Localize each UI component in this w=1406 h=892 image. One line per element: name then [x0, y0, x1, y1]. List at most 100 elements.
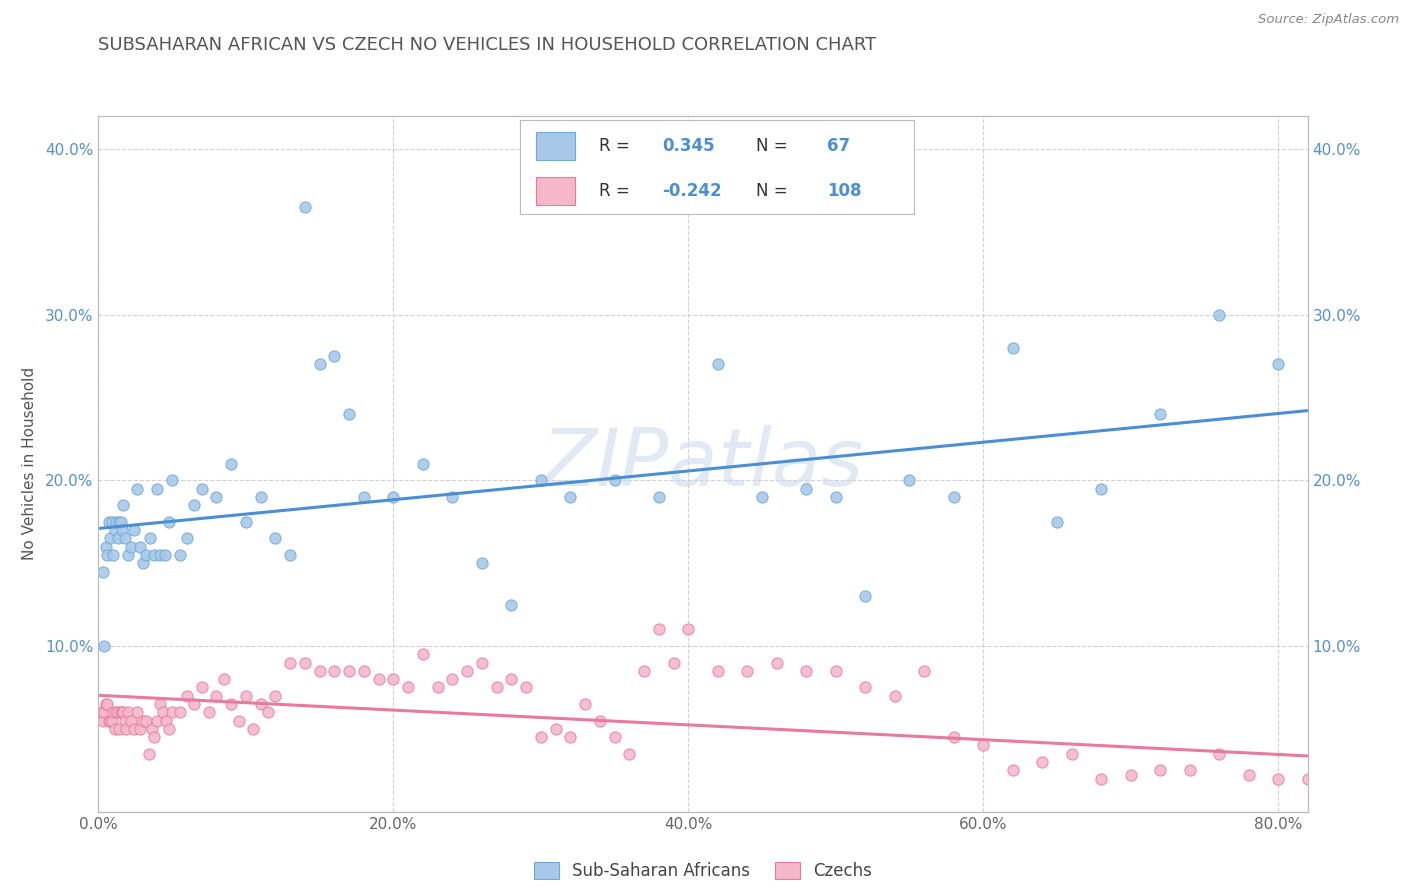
Point [1090, 772, 1112, 786]
Point [135, 548, 157, 562]
Point [1046, 515, 1069, 529]
Point [412, 648, 434, 662]
Y-axis label: No Vehicles in Household: No Vehicles in Household [21, 368, 37, 560]
Point [530, 474, 553, 488]
Point [219, 697, 242, 711]
Point [183, 498, 205, 512]
Point [942, 490, 965, 504]
Point [205, 490, 228, 504]
Legend: Sub-Saharan Africans, Czechs: Sub-Saharan Africans, Czechs [527, 855, 879, 887]
Point [1149, 407, 1171, 421]
Point [101, 548, 124, 562]
Point [190, 482, 212, 496]
Point [426, 681, 449, 695]
Point [353, 490, 375, 504]
Point [176, 689, 198, 703]
Point [1119, 768, 1142, 782]
Point [471, 656, 494, 670]
Point [530, 730, 553, 744]
Point [308, 664, 330, 678]
Point [155, 714, 177, 728]
Point [942, 730, 965, 744]
Point [93, 706, 115, 720]
Point [648, 490, 671, 504]
Point [228, 714, 250, 728]
Point [91, 565, 114, 579]
Point [131, 714, 153, 728]
Point [139, 532, 162, 546]
Point [112, 498, 135, 512]
Point [249, 697, 271, 711]
Point [219, 457, 242, 471]
Point [176, 532, 198, 546]
Point [100, 515, 122, 529]
Point [104, 722, 127, 736]
Point [353, 664, 375, 678]
Point [294, 656, 316, 670]
Point [122, 722, 145, 736]
Point [824, 490, 846, 504]
Point [396, 681, 419, 695]
Point [91, 714, 114, 728]
Point [765, 656, 787, 670]
Point [1208, 308, 1230, 322]
Point [94, 697, 117, 711]
Point [441, 490, 464, 504]
Point [235, 689, 257, 703]
Point [152, 706, 174, 720]
Point [90, 706, 112, 720]
Point [1326, 775, 1348, 789]
Point [125, 482, 148, 496]
Point [108, 722, 131, 736]
Point [794, 482, 817, 496]
Point [125, 706, 148, 720]
Point [212, 672, 235, 686]
Point [412, 457, 434, 471]
Point [117, 706, 139, 720]
Point [853, 590, 876, 604]
Point [485, 681, 508, 695]
Point [114, 714, 136, 728]
Point [141, 722, 163, 736]
Text: -0.242: -0.242 [662, 182, 721, 200]
Point [143, 548, 166, 562]
Point [501, 598, 523, 612]
Point [1208, 747, 1230, 761]
Point [110, 515, 132, 529]
Point [662, 656, 685, 670]
Point [257, 706, 280, 720]
Point [1355, 775, 1378, 789]
Point [560, 730, 582, 744]
Point [1060, 747, 1083, 761]
Point [169, 548, 191, 562]
Point [883, 689, 905, 703]
Point [120, 714, 142, 728]
Point [93, 639, 115, 653]
Point [198, 706, 221, 720]
Point [619, 747, 641, 761]
Point [112, 706, 135, 720]
Point [111, 706, 134, 720]
FancyBboxPatch shape [536, 177, 575, 205]
Point [367, 672, 389, 686]
Point [149, 697, 172, 711]
Point [97, 515, 120, 529]
Point [794, 664, 817, 678]
Point [249, 490, 271, 504]
Text: ZIPatlas: ZIPatlas [541, 425, 865, 503]
Point [1385, 775, 1406, 789]
Point [235, 515, 257, 529]
Text: R =: R = [599, 182, 636, 200]
Point [101, 706, 124, 720]
Point [264, 532, 287, 546]
Point [128, 540, 150, 554]
Point [146, 482, 169, 496]
Point [111, 523, 134, 537]
Point [1001, 341, 1024, 355]
Point [560, 490, 582, 504]
Point [278, 548, 301, 562]
Point [149, 548, 172, 562]
Text: N =: N = [756, 182, 793, 200]
Point [678, 623, 700, 637]
Point [157, 515, 180, 529]
